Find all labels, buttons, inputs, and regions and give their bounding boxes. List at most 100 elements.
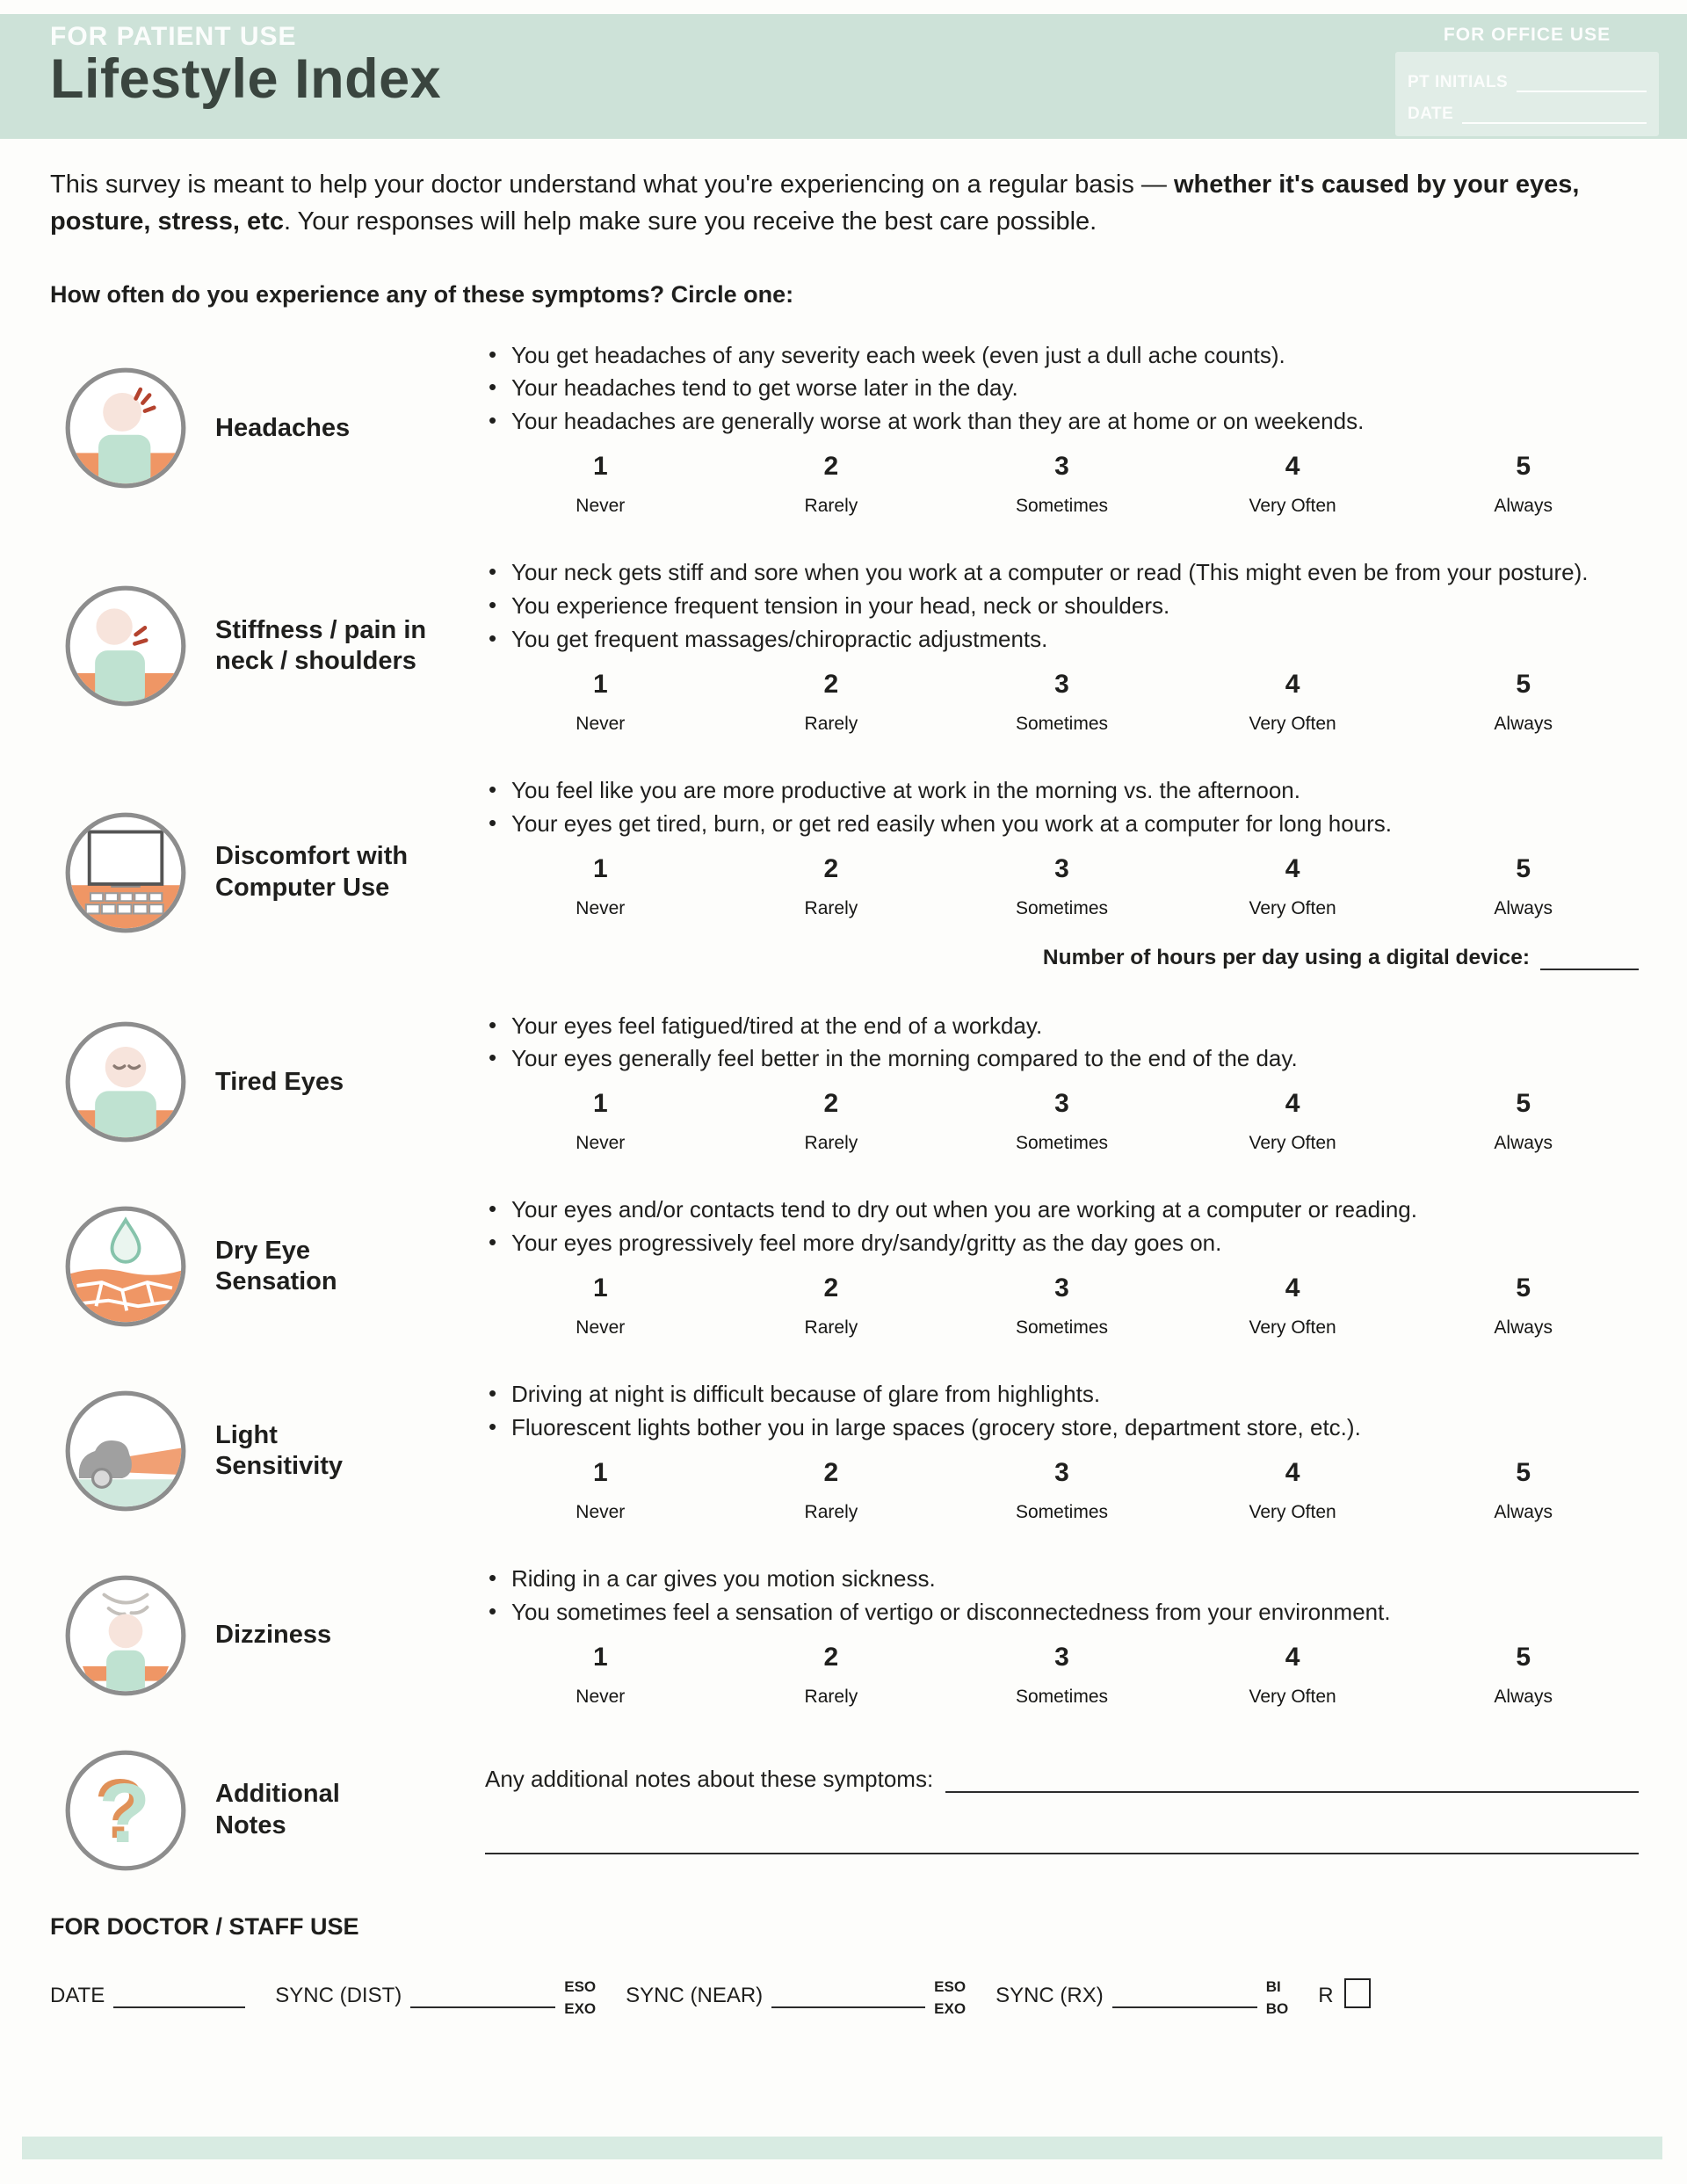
scale-label: Very Often — [1249, 1133, 1336, 1154]
scale-value[interactable]: 5 — [1516, 452, 1531, 482]
scale-label: Very Often — [1249, 713, 1336, 734]
notes-input-line-2[interactable] — [485, 1839, 1639, 1854]
scale-option-light-sensitivity-1[interactable]: 1 Never — [485, 1458, 716, 1523]
scale-value[interactable]: 1 — [592, 1273, 608, 1302]
scale-option-headaches-5[interactable]: 5 Always — [1408, 452, 1639, 517]
scale-option-computer-discomfort-2[interactable]: 2 Rarely — [716, 854, 947, 919]
scale-option-dizziness-4[interactable]: 4 Very Often — [1177, 1643, 1408, 1708]
scale-label: Sometimes — [1015, 713, 1108, 734]
scale-value[interactable]: 2 — [823, 452, 839, 482]
pt-initials-input-line[interactable] — [1517, 74, 1647, 92]
scale-value[interactable]: 1 — [592, 1642, 608, 1672]
intro-text-start: This survey is meant to help your doctor… — [50, 171, 1174, 199]
scale-option-dry-eye-2[interactable]: 2 Rarely — [716, 1273, 947, 1339]
hours-per-day-input-line[interactable] — [1540, 947, 1639, 970]
scale-value[interactable]: 1 — [592, 1089, 608, 1119]
scale-option-computer-discomfort-3[interactable]: 3 Sometimes — [946, 854, 1177, 919]
scale-label: Always — [1494, 1501, 1553, 1522]
scale-value[interactable]: 4 — [1285, 1273, 1300, 1302]
scale-option-dry-eye-4[interactable]: 4 Very Often — [1177, 1273, 1408, 1339]
intro-text-bold: whether it's caused by your eyes, postur… — [50, 171, 1580, 236]
scale-value[interactable]: 3 — [1054, 1089, 1069, 1119]
scale-value[interactable]: 5 — [1516, 669, 1531, 699]
scale-value[interactable]: 1 — [592, 452, 608, 482]
doctor-staff-section: FOR DOCTOR / STAFF USE DATE SYNC (DIST) ES… — [50, 1913, 1639, 2017]
scale-value[interactable]: 1 — [592, 669, 608, 699]
scale-option-headaches-1[interactable]: 1 Never — [485, 452, 716, 517]
scale-option-tired-eyes-3[interactable]: 3 Sometimes — [946, 1089, 1177, 1154]
scale-value[interactable]: 3 — [1054, 1273, 1069, 1302]
scale-option-dizziness-1[interactable]: 1 Never — [485, 1643, 716, 1708]
scale-value[interactable]: 5 — [1516, 1642, 1531, 1672]
scale-value[interactable]: 5 — [1516, 1089, 1531, 1119]
scale-option-stiffness-neck-shoulders-1[interactable]: 1 Never — [485, 670, 716, 735]
scale-option-light-sensitivity-5[interactable]: 5 Always — [1408, 1458, 1639, 1523]
scale-option-computer-discomfort-4[interactable]: 4 Very Often — [1177, 854, 1408, 919]
scale-value[interactable]: 2 — [823, 1089, 839, 1119]
scale-option-computer-discomfort-5[interactable]: 5 Always — [1408, 854, 1639, 919]
scale-option-stiffness-neck-shoulders-3[interactable]: 3 Sometimes — [946, 670, 1177, 735]
scale-value[interactable]: 2 — [823, 1642, 839, 1672]
scale-option-dry-eye-3[interactable]: 3 Sometimes — [946, 1273, 1177, 1339]
symptom-content: You feel like you are more productive at… — [466, 774, 1639, 970]
symptom-icon-cell — [35, 366, 215, 490]
scale-option-headaches-4[interactable]: 4 Very Often — [1177, 452, 1408, 517]
scale-option-dry-eye-1[interactable]: 1 Never — [485, 1273, 716, 1339]
scale-option-tired-eyes-4[interactable]: 4 Very Often — [1177, 1089, 1408, 1154]
scale-option-headaches-3[interactable]: 3 Sometimes — [946, 452, 1177, 517]
scale-value[interactable]: 2 — [823, 1457, 839, 1487]
notes-row: Any additional notes about these symptom… — [485, 1766, 1639, 1793]
scale-value[interactable]: 2 — [823, 669, 839, 699]
scale-option-tired-eyes-1[interactable]: 1 Never — [485, 1089, 716, 1154]
scale-option-stiffness-neck-shoulders-4[interactable]: 4 Very Often — [1177, 670, 1408, 735]
scale-label: Never — [576, 897, 626, 918]
scale-value[interactable]: 4 — [1285, 853, 1300, 883]
scale-value[interactable]: 4 — [1285, 1642, 1300, 1672]
office-use-label: FOR OFFICE USE — [1443, 25, 1611, 45]
scale-label: Always — [1494, 897, 1553, 918]
scale-value[interactable]: 2 — [823, 1273, 839, 1302]
scale-value[interactable]: 5 — [1516, 1457, 1531, 1487]
staff-field-input-line[interactable] — [113, 1985, 246, 2008]
symptom-section-stiffness-neck-shoulders: Stiffness / pain in neck / shoulders You… — [35, 556, 1639, 735]
symptom-bullet: You feel like you are more productive at… — [485, 774, 1639, 807]
scale-label: Rarely — [804, 496, 858, 517]
scale-value[interactable]: 3 — [1054, 853, 1069, 883]
office-date-input-line[interactable] — [1462, 105, 1647, 124]
scale-value[interactable]: 1 — [592, 853, 608, 883]
scale-option-tired-eyes-2[interactable]: 2 Rarely — [716, 1089, 947, 1154]
scale-option-dry-eye-5[interactable]: 5 Always — [1408, 1273, 1639, 1339]
scale-option-light-sensitivity-3[interactable]: 3 Sometimes — [946, 1458, 1177, 1523]
scale-option-light-sensitivity-4[interactable]: 4 Very Often — [1177, 1458, 1408, 1523]
scale-value[interactable]: 4 — [1285, 1457, 1300, 1487]
scale-option-stiffness-neck-shoulders-2[interactable]: 2 Rarely — [716, 670, 947, 735]
scale-value[interactable]: 3 — [1054, 452, 1069, 482]
scale-option-dizziness-2[interactable]: 2 Rarely — [716, 1643, 947, 1708]
staff-field-suffix: ESO EXO — [934, 1976, 966, 2021]
symptom-title-light-sensitivity: Light Sensitivity — [215, 1420, 344, 1480]
scale-value[interactable]: 5 — [1516, 1273, 1531, 1302]
scale-value[interactable]: 4 — [1285, 452, 1300, 482]
scale-option-stiffness-neck-shoulders-5[interactable]: 5 Always — [1408, 670, 1639, 735]
staff-field-input-line[interactable] — [1111, 1985, 1257, 2008]
r-checkbox[interactable] — [1343, 1977, 1371, 2008]
scale-value[interactable]: 3 — [1054, 1457, 1069, 1487]
symptom-bullet: Your headaches tend to get worse later i… — [485, 372, 1639, 404]
scale-value[interactable]: 5 — [1516, 853, 1531, 883]
scale-option-dizziness-3[interactable]: 3 Sometimes — [946, 1643, 1177, 1708]
notes-input-line-1[interactable] — [945, 1768, 1639, 1793]
scale-value[interactable]: 4 — [1285, 669, 1300, 699]
scale-label: Never — [576, 1501, 626, 1522]
scale-option-headaches-2[interactable]: 2 Rarely — [716, 452, 947, 517]
staff-field-input-line[interactable] — [410, 1985, 556, 2008]
scale-option-light-sensitivity-2[interactable]: 2 Rarely — [716, 1458, 947, 1523]
scale-value[interactable]: 3 — [1054, 669, 1069, 699]
scale-value[interactable]: 1 — [592, 1457, 608, 1487]
scale-value[interactable]: 2 — [823, 853, 839, 883]
staff-field-input-line[interactable] — [771, 1985, 926, 2008]
scale-option-tired-eyes-5[interactable]: 5 Always — [1408, 1089, 1639, 1154]
scale-option-computer-discomfort-1[interactable]: 1 Never — [485, 854, 716, 919]
scale-option-dizziness-5[interactable]: 5 Always — [1408, 1643, 1639, 1708]
scale-value[interactable]: 3 — [1054, 1642, 1069, 1672]
scale-value[interactable]: 4 — [1285, 1089, 1300, 1119]
